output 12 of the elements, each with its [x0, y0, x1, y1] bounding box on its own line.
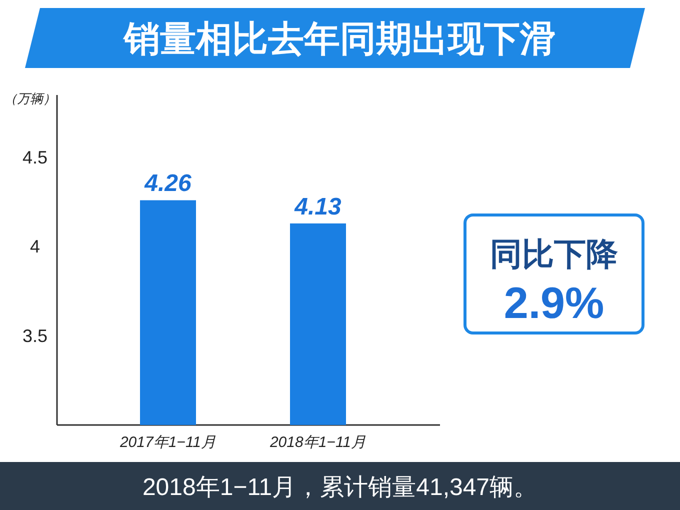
y-tick-label: 4	[30, 236, 40, 257]
x-tick-label: 2017年1−11月	[118, 434, 216, 451]
y-axis-title: （万辆）	[4, 91, 56, 106]
text: 2018年1−11月，累计销量41,347辆。	[142, 474, 538, 501]
data-label: 4.26	[144, 170, 192, 198]
y-tick-label: 4.5	[22, 147, 48, 168]
chart-title: 销量相比去年同期出现下滑	[122, 18, 556, 59]
text: 2.9%	[504, 279, 604, 328]
data-label: 4.13	[294, 193, 342, 220]
x-tick-label: 2018年1−11月	[268, 434, 366, 451]
text: 同比下降	[490, 236, 618, 272]
y-tick-label: 3.5	[22, 326, 48, 346]
